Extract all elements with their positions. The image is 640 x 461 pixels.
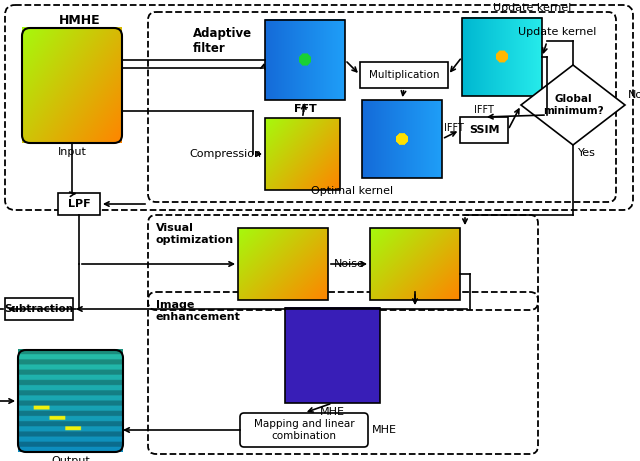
- Bar: [5, 298, 73, 320]
- Text: Input: Input: [58, 147, 86, 157]
- Bar: [360, 62, 448, 88]
- Bar: [370, 228, 460, 300]
- Text: Output: Output: [51, 456, 90, 461]
- Bar: [460, 117, 508, 143]
- Bar: [58, 193, 100, 215]
- Text: MHE: MHE: [372, 425, 397, 435]
- Bar: [362, 100, 442, 178]
- Text: SSIM: SSIM: [468, 125, 499, 135]
- Text: Multiplication: Multiplication: [369, 70, 439, 80]
- Text: HMHE: HMHE: [59, 14, 101, 27]
- Text: Subtraction: Subtraction: [4, 304, 74, 314]
- Text: IFFT: IFFT: [474, 105, 494, 115]
- Bar: [238, 228, 328, 300]
- Text: Yes: Yes: [578, 148, 596, 158]
- FancyBboxPatch shape: [240, 413, 368, 447]
- Text: IFFT: IFFT: [444, 123, 464, 133]
- Bar: [265, 118, 340, 190]
- Bar: [462, 18, 542, 96]
- Text: Update kernel: Update kernel: [518, 27, 596, 37]
- Bar: [265, 20, 345, 100]
- Text: Adaptive
filter: Adaptive filter: [193, 27, 252, 55]
- Text: LPF: LPF: [68, 199, 90, 209]
- Text: FFT: FFT: [294, 104, 316, 114]
- Text: No: No: [628, 90, 640, 100]
- Text: Noise: Noise: [333, 259, 364, 269]
- Text: Image
enhancement: Image enhancement: [156, 300, 241, 322]
- Text: Compression: Compression: [190, 149, 262, 159]
- Text: Visual
optimization: Visual optimization: [156, 223, 234, 245]
- Bar: [285, 308, 380, 403]
- Text: Global
minimum?: Global minimum?: [543, 94, 604, 116]
- Text: Mapping and linear
combination: Mapping and linear combination: [253, 419, 355, 441]
- Text: MHE: MHE: [320, 407, 345, 417]
- Text: Optimal kernel: Optimal kernel: [311, 186, 393, 196]
- Text: Update kernel: Update kernel: [493, 3, 571, 13]
- Polygon shape: [521, 65, 625, 145]
